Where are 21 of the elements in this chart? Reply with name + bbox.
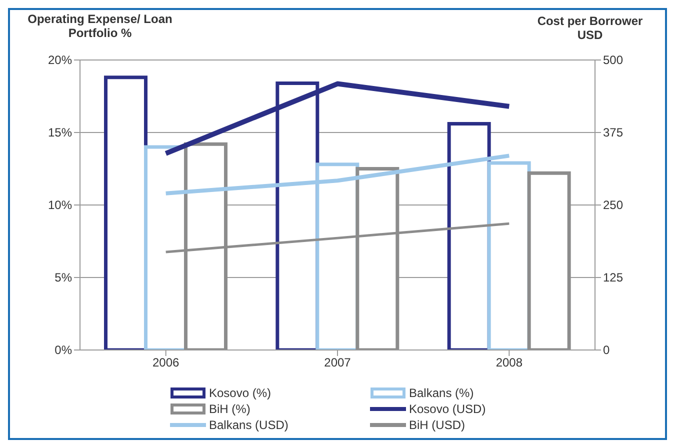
y-tick-label: 10%	[48, 198, 72, 212]
y2-tick-label: 250	[603, 198, 624, 212]
legend-label: Balkans (%)	[409, 386, 474, 400]
y2-axis-title: Cost per Borrower USD	[536, 14, 644, 42]
x-tick-label: 2007	[324, 356, 352, 370]
y-tick-label: 0%	[54, 343, 72, 357]
legend-label: BiH (%)	[209, 402, 250, 416]
legend-label: BiH (USD)	[409, 418, 465, 432]
x-tick-label: 2006	[152, 356, 180, 370]
x-tick-label: 2008	[496, 356, 523, 370]
legend-label: Balkans (USD)	[209, 418, 288, 432]
y-tick-label: 5%	[54, 270, 72, 284]
y2-tick-label: 0	[603, 343, 610, 357]
y-tick-label: 20%	[48, 53, 72, 67]
y-tick-label: 15%	[48, 126, 72, 140]
y2-tick-label: 500	[603, 53, 624, 67]
y-axis-title: Operating Expense/ Loan Portfolio %	[26, 12, 174, 40]
legend-label: Kosovo (USD)	[409, 402, 486, 416]
legend-label: Kosovo (%)	[209, 386, 272, 400]
y2-tick-label: 375	[603, 126, 624, 140]
y2-tick-label: 125	[603, 270, 624, 284]
